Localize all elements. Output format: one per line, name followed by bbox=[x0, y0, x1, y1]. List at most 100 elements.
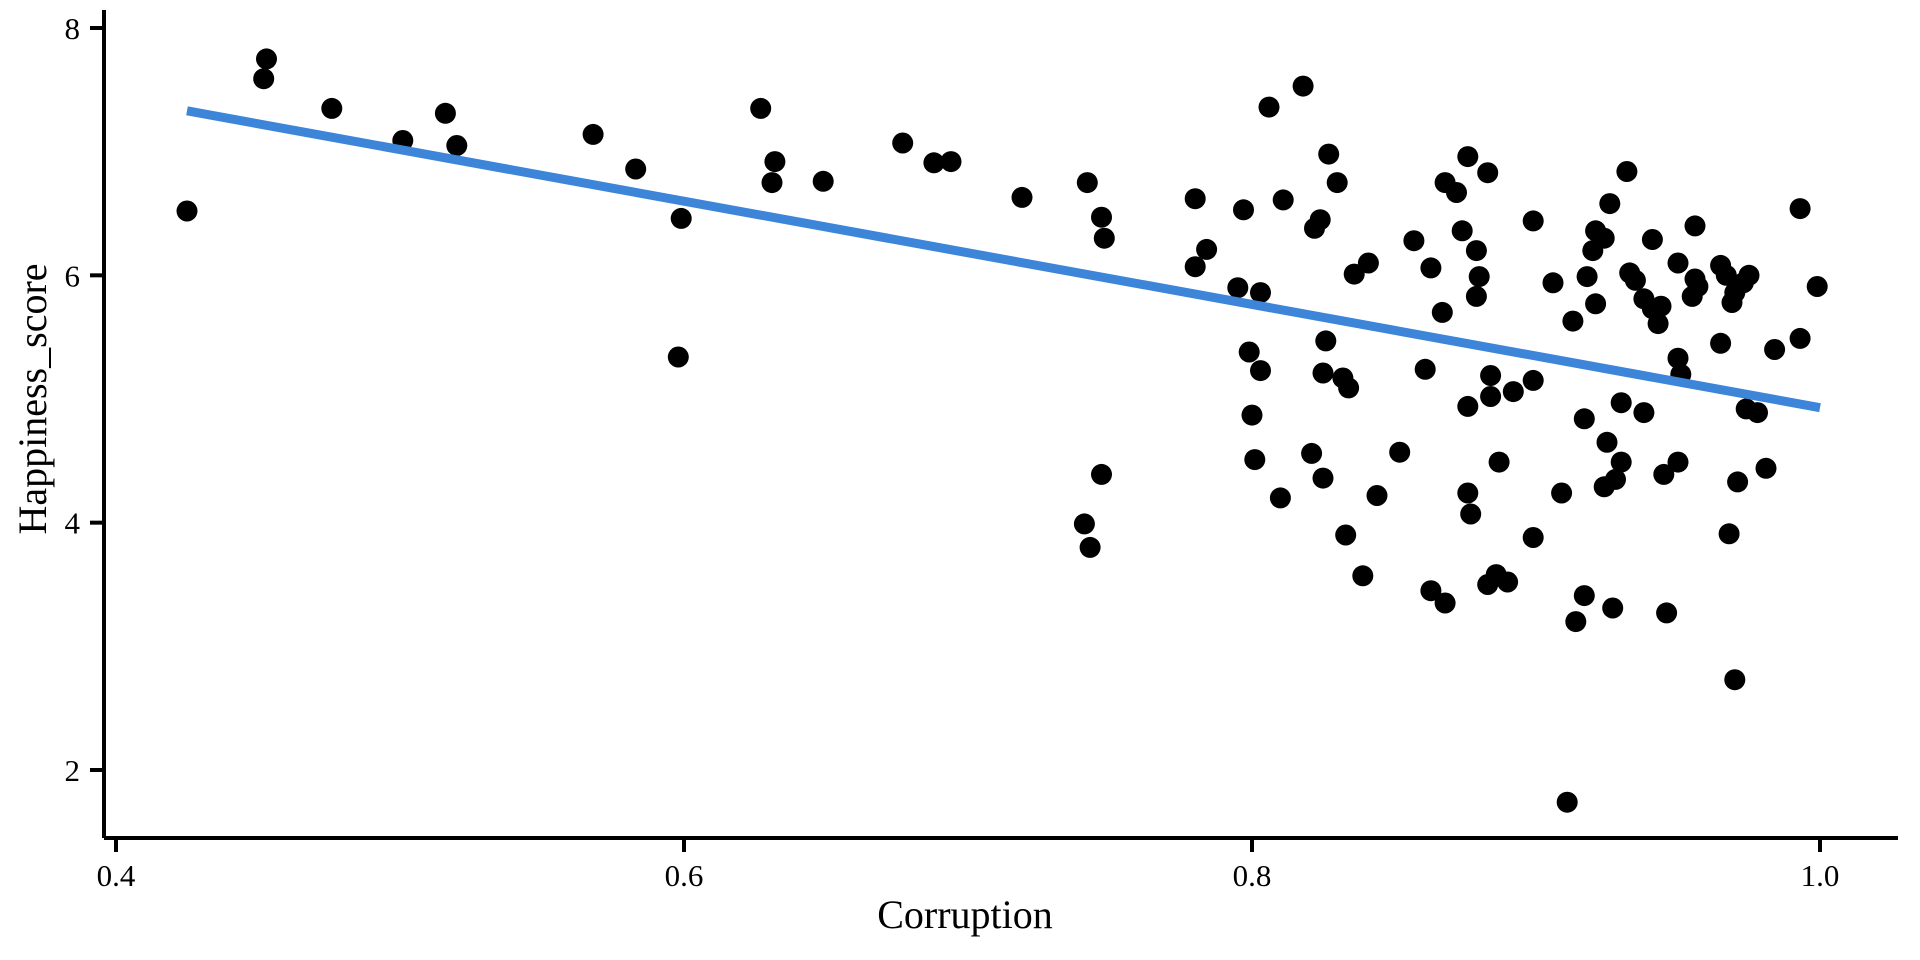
data-point bbox=[1610, 392, 1632, 414]
data-point bbox=[1312, 362, 1334, 384]
data-point bbox=[1718, 523, 1740, 545]
data-point bbox=[253, 68, 275, 90]
data-point bbox=[1451, 220, 1473, 242]
data-point bbox=[1715, 264, 1737, 286]
data-point bbox=[1457, 395, 1479, 417]
data-point bbox=[1667, 347, 1689, 369]
data-point bbox=[1522, 527, 1544, 548]
data-point bbox=[1233, 199, 1254, 221]
plot-area: 0.4 0.6 0.8 1.0 8 6 4 2 bbox=[65, 10, 1898, 893]
data-point bbox=[1250, 360, 1271, 382]
data-point bbox=[1624, 269, 1646, 291]
data-point bbox=[667, 346, 689, 368]
data-point bbox=[1755, 457, 1777, 479]
data-point bbox=[1522, 210, 1544, 232]
x-axis-title: Corruption bbox=[877, 892, 1053, 937]
data-point bbox=[1434, 592, 1456, 614]
y-tick-label: 6 bbox=[65, 258, 81, 293]
data-point bbox=[1338, 377, 1360, 399]
trend-line bbox=[186, 106, 1821, 413]
data-point bbox=[1582, 240, 1604, 262]
data-point bbox=[1076, 172, 1098, 194]
data-point bbox=[1468, 266, 1490, 288]
data-point bbox=[892, 132, 914, 154]
data-point bbox=[1352, 565, 1374, 587]
data-point bbox=[1764, 339, 1786, 360]
data-point bbox=[1721, 292, 1743, 313]
data-point bbox=[1269, 487, 1291, 509]
data-point bbox=[625, 158, 647, 180]
data-point bbox=[582, 123, 604, 145]
x-tick-label: 0.8 bbox=[1233, 858, 1272, 893]
data-point bbox=[1272, 189, 1294, 211]
data-point bbox=[1480, 365, 1502, 386]
data-point bbox=[1477, 162, 1499, 184]
data-point bbox=[1727, 471, 1749, 493]
data-point bbox=[1460, 503, 1482, 525]
data-point bbox=[1357, 252, 1379, 274]
data-point bbox=[1602, 597, 1624, 619]
x-tick-label: 0.4 bbox=[97, 858, 136, 893]
data-point bbox=[1457, 482, 1479, 504]
data-point bbox=[434, 102, 456, 124]
data-point bbox=[1304, 217, 1325, 239]
data-point bbox=[1446, 182, 1467, 203]
data-point bbox=[1465, 285, 1487, 307]
data-point bbox=[1258, 96, 1280, 118]
data-point bbox=[1551, 482, 1573, 504]
data-point bbox=[1488, 451, 1510, 473]
data-point bbox=[1091, 463, 1112, 485]
data-point bbox=[761, 172, 783, 194]
data-point bbox=[1633, 402, 1655, 424]
data-point bbox=[1184, 256, 1206, 278]
data-point bbox=[1599, 193, 1621, 215]
data-point bbox=[1318, 143, 1340, 165]
data-point bbox=[1656, 602, 1678, 624]
y-axis-title: Happiness_score bbox=[10, 263, 55, 534]
data-point bbox=[1241, 404, 1263, 426]
data-point bbox=[1480, 386, 1502, 407]
data-point bbox=[1457, 146, 1479, 168]
data-point bbox=[1431, 301, 1453, 323]
data-point bbox=[1366, 485, 1388, 506]
data-point bbox=[1073, 513, 1095, 535]
data-point bbox=[1227, 277, 1249, 299]
data-point bbox=[1343, 263, 1365, 285]
data-point bbox=[1091, 206, 1112, 228]
data-point bbox=[1585, 293, 1607, 315]
data-point bbox=[1565, 611, 1587, 633]
data-point bbox=[256, 48, 277, 70]
data-point bbox=[1196, 238, 1218, 260]
data-point bbox=[176, 200, 198, 222]
data-point bbox=[1556, 791, 1578, 813]
data-point bbox=[1650, 295, 1672, 317]
data-point bbox=[321, 97, 343, 119]
data-point bbox=[1301, 442, 1323, 464]
data-point bbox=[1011, 186, 1033, 208]
data-point bbox=[1616, 161, 1638, 182]
data-point bbox=[923, 152, 945, 174]
data-point bbox=[1806, 276, 1828, 297]
data-point bbox=[1667, 252, 1689, 274]
data-point bbox=[1238, 341, 1260, 363]
y-tick-label: 2 bbox=[65, 753, 81, 788]
data-point bbox=[1414, 358, 1436, 380]
data-point bbox=[446, 135, 468, 156]
data-point bbox=[1789, 327, 1811, 349]
data-point bbox=[1573, 408, 1595, 430]
data-point bbox=[1653, 463, 1675, 485]
data-point bbox=[1389, 441, 1411, 463]
data-point bbox=[1522, 369, 1544, 391]
data-point bbox=[1684, 215, 1706, 237]
data-point bbox=[1244, 449, 1266, 471]
data-point bbox=[1502, 381, 1524, 403]
data-point bbox=[750, 97, 772, 119]
y-tick-label: 4 bbox=[65, 506, 81, 541]
data-point bbox=[1403, 230, 1425, 252]
data-point bbox=[1724, 669, 1746, 691]
data-point bbox=[940, 151, 962, 173]
data-point bbox=[1647, 313, 1669, 335]
x-tick-label: 1.0 bbox=[1801, 858, 1840, 893]
